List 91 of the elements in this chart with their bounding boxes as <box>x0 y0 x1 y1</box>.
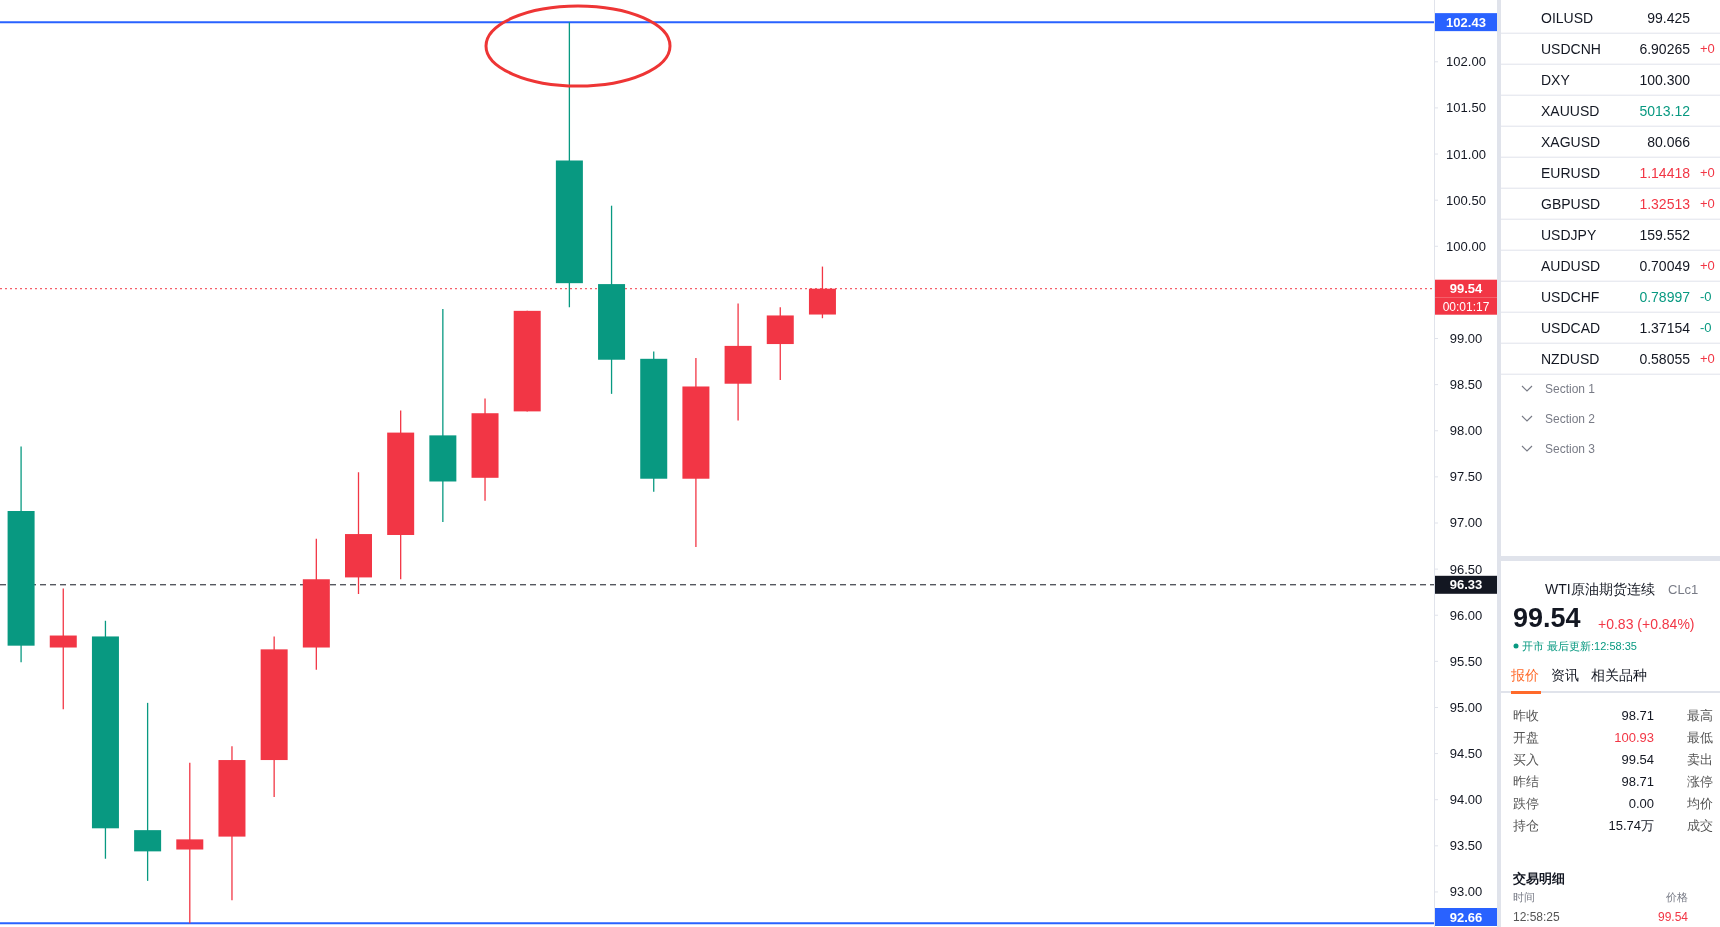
text: +0 <box>1700 196 1715 212</box>
text: WTI原油期货连续 <box>1545 581 1655 597</box>
text: 涨停 <box>1687 773 1713 789</box>
text: 0.70049 <box>1639 257 1691 274</box>
text: GBPUSD <box>1541 195 1601 212</box>
y-tick-label: 101.50 <box>1446 100 1486 116</box>
text: +0.83 (+0.84%) <box>1598 616 1695 632</box>
text: 开盘 <box>1513 729 1539 745</box>
text: 1.32513 <box>1639 195 1691 212</box>
text: +0 <box>1700 41 1715 57</box>
text: USDCNH <box>1541 40 1601 57</box>
text: 成交 <box>1687 817 1713 833</box>
y-tick-label: 98.50 <box>1449 377 1483 393</box>
text: XAGUSD <box>1541 133 1601 150</box>
text: DXY <box>1541 71 1571 88</box>
y-tick-label: 100.00 <box>1446 238 1486 254</box>
text: USDCHF <box>1541 288 1600 305</box>
text: 开市 最后更新:12:58:35 <box>1522 640 1637 652</box>
text: 跌停 <box>1513 795 1539 811</box>
candlestick <box>176 762 204 924</box>
text: 昨收 <box>1513 707 1539 723</box>
text: 时间 <box>1513 891 1535 903</box>
text: 报价 <box>1510 667 1539 683</box>
text: 99.54 <box>1621 751 1654 767</box>
y-tick-label: 97.50 <box>1449 469 1483 485</box>
ref-line-label: 96.33 <box>1449 577 1483 593</box>
text: 0.78997 <box>1639 288 1691 305</box>
text: 价格 <box>1665 891 1688 903</box>
text: 0.00 <box>1628 795 1654 811</box>
text: 昨结 <box>1513 773 1539 789</box>
text: USDCAD <box>1541 319 1601 336</box>
ref-line-label: 102.43 <box>1446 14 1486 30</box>
y-tick-label: 99.00 <box>1449 331 1483 347</box>
text: 12:58:25 <box>1513 910 1561 924</box>
text: 99.54 <box>1657 910 1689 924</box>
text: 15.74万 <box>1608 817 1654 833</box>
y-tick-label: 93.00 <box>1449 884 1483 900</box>
text: CLc1 <box>1668 581 1699 597</box>
text: +0 <box>1700 165 1715 181</box>
text: NZDUSD <box>1541 350 1600 367</box>
y-tick-label: 94.00 <box>1449 792 1483 808</box>
text: 80.066 <box>1647 133 1691 150</box>
text: Section 2 <box>1545 412 1596 426</box>
text: Section 3 <box>1545 442 1596 456</box>
y-tick-label: 95.50 <box>1449 653 1483 669</box>
text: 99.54 <box>1513 603 1581 633</box>
text: +0 <box>1700 351 1715 367</box>
text: -0 <box>1700 320 1712 336</box>
y-tick-label: 101.00 <box>1446 146 1486 162</box>
text: 159.552 <box>1639 226 1691 243</box>
text: 99.425 <box>1647 9 1691 26</box>
text: 最低 <box>1687 729 1713 745</box>
text: 5013.12 <box>1639 102 1691 119</box>
text: 100.93 <box>1614 729 1654 745</box>
candlestick <box>134 702 162 882</box>
ref-line-label: 99.54 <box>1449 281 1484 297</box>
text: 00:01:17 <box>1442 299 1490 314</box>
y-tick-label: 96.50 <box>1449 561 1483 577</box>
y-tick-label: 97.00 <box>1449 515 1483 531</box>
y-tick-label: 94.50 <box>1449 746 1483 762</box>
text: 98.71 <box>1621 773 1654 789</box>
text: 1.37154 <box>1639 319 1691 336</box>
y-tick-label: 93.50 <box>1449 838 1483 854</box>
text: 卖出 <box>1687 751 1713 767</box>
text: 资讯 <box>1551 667 1579 683</box>
text: -0 <box>1700 289 1712 305</box>
y-tick-label: 96.00 <box>1449 607 1483 623</box>
text: OILUSD <box>1541 9 1594 26</box>
y-tick-label: 98.00 <box>1449 423 1483 439</box>
text: 最高 <box>1687 707 1713 723</box>
text: USDJPY <box>1541 226 1597 243</box>
y-tick-label: 100.50 <box>1446 192 1486 208</box>
text: 交易明细 <box>1512 870 1565 886</box>
text: AUDUSD <box>1541 257 1601 274</box>
y-tick-label: 102.00 <box>1446 54 1486 70</box>
text: 1.14418 <box>1639 164 1691 181</box>
text: XAUUSD <box>1541 102 1600 119</box>
y-tick-label: 95.00 <box>1449 699 1483 715</box>
text: 0.58055 <box>1639 350 1691 367</box>
text: 98.71 <box>1621 707 1654 723</box>
text: EURUSD <box>1541 164 1601 181</box>
text: Section 1 <box>1545 382 1596 396</box>
text: 持仓 <box>1513 817 1539 833</box>
text: 买入 <box>1513 751 1539 767</box>
text: 6.90265 <box>1639 40 1691 57</box>
text: 相关品种 <box>1591 667 1647 683</box>
text: +0 <box>1700 258 1715 274</box>
text: 均价 <box>1686 795 1713 811</box>
text: 100.300 <box>1639 71 1691 88</box>
ref-line-label: 92.66 <box>1449 909 1483 925</box>
candlestick <box>49 587 77 710</box>
